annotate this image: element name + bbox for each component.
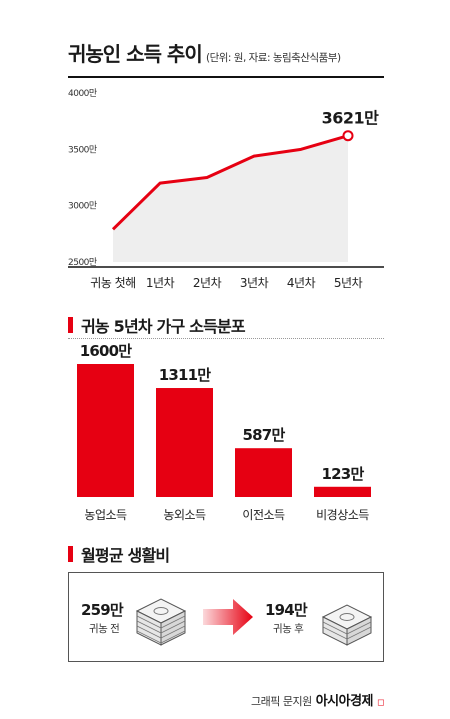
x-tick-label: 1년차 bbox=[146, 276, 175, 290]
after-label: 귀농 후 bbox=[273, 623, 304, 635]
arrow-right-icon bbox=[203, 599, 253, 635]
logo-mark-icon: ◻ bbox=[377, 698, 384, 708]
x-tick-label: 귀농 첫해 bbox=[90, 276, 135, 290]
bar-category-label: 이전소득 bbox=[242, 508, 285, 522]
income-area bbox=[113, 135, 348, 262]
x-tick-label: 2년차 bbox=[193, 276, 222, 290]
bar-section-heading: 귀농 5년차 가구 소득분포 bbox=[68, 313, 246, 337]
bar bbox=[156, 388, 213, 497]
bar-value-label: 1311만 bbox=[159, 366, 212, 384]
data-point-final bbox=[342, 130, 354, 142]
bar-section-title: 귀농 5년차 가구 소득분포 bbox=[81, 317, 246, 336]
section-marker bbox=[68, 317, 73, 333]
income-line bbox=[111, 134, 349, 231]
bar bbox=[235, 448, 292, 497]
final-value-label: 3621만 bbox=[322, 109, 380, 128]
spending-section-heading: 월평균 생활비 bbox=[68, 542, 170, 566]
bar bbox=[77, 364, 134, 497]
bar-category-label: 농업소득 bbox=[84, 508, 127, 522]
bar-value-label: 1600만 bbox=[80, 342, 133, 360]
spending-panel: 259만 귀농 전 194만 귀농 후 bbox=[68, 572, 384, 662]
credit-text: 그래픽 문지원 bbox=[250, 695, 312, 708]
bar-category-label: 비경상소득 bbox=[316, 508, 369, 522]
publisher-logo: 아시아경제 bbox=[315, 694, 374, 709]
money-stack-icon bbox=[321, 604, 373, 646]
chart-subtitle: (단위: 원, 자료: 농림축산식품부) bbox=[206, 52, 341, 64]
bar-value-label: 123만 bbox=[322, 465, 365, 483]
section-divider bbox=[68, 338, 384, 339]
money-stack-icon bbox=[135, 598, 187, 646]
bar-category-label: 농외소득 bbox=[163, 508, 206, 522]
bar-value-label: 587만 bbox=[243, 426, 286, 444]
x-tick-label: 3년차 bbox=[240, 276, 269, 290]
spending-section-title: 월평균 생활비 bbox=[81, 546, 170, 565]
y-tick-label: 4000만 bbox=[68, 88, 97, 99]
x-tick-label: 4년차 bbox=[287, 276, 316, 290]
chart-title: 귀농인 소득 추이 bbox=[68, 42, 203, 66]
y-tick-label: 3000만 bbox=[68, 201, 97, 212]
before-amount: 259만 bbox=[81, 601, 124, 619]
after-amount: 194만 bbox=[265, 601, 308, 619]
section-marker bbox=[68, 546, 73, 562]
bar bbox=[314, 486, 371, 497]
before-label: 귀농 전 bbox=[89, 623, 120, 635]
x-tick-label: 5년차 bbox=[334, 276, 363, 290]
header-rule bbox=[68, 76, 384, 78]
y-tick-label: 3500만 bbox=[68, 144, 97, 155]
credit: 그래픽 문지원 아시아경제 ◻ bbox=[250, 690, 385, 709]
y-tick-label: 2500만 bbox=[68, 257, 97, 268]
header: 귀농인 소득 추이 (단위: 원, 자료: 농림축산식품부) bbox=[68, 38, 384, 74]
